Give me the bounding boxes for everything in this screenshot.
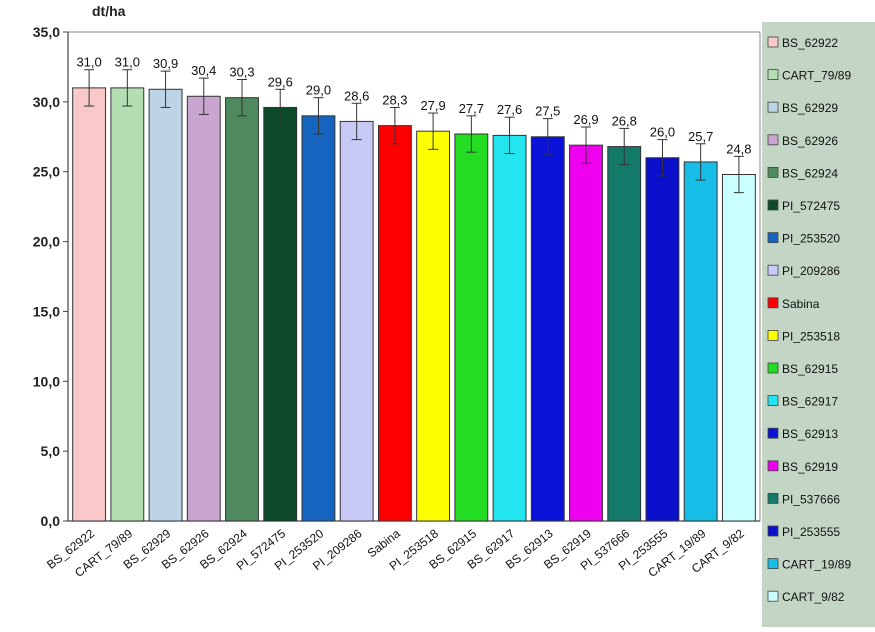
legend-swatch [767,36,779,48]
legend-swatch [767,395,779,407]
y-axis-title: dt/ha [92,3,126,19]
bar-BS_62919 [569,144,603,522]
y-tick-label: 10,0 [33,373,60,389]
legend-swatch [767,166,779,178]
legend-swatch [767,492,779,504]
legend-item-label: BS_62919 [782,460,838,474]
legend-item-label: PI_209286 [782,264,840,278]
value-label: 29,6 [268,74,293,89]
value-label: 31,0 [76,55,101,70]
legend-swatch [767,199,779,211]
bar-CART_9/82 [721,174,756,522]
legend-swatch [767,558,779,569]
bar-PI_537666 [607,146,642,522]
legend-swatch [767,590,779,602]
y-tick-label: 25,0 [33,164,60,180]
legend-panel [762,22,875,627]
bar-BS_62915 [454,133,489,522]
bar-PI_253520 [301,115,336,522]
value-label: 26,8 [612,113,637,128]
y-tick-label: 30,0 [33,94,60,110]
legend-item-label: BS_62913 [782,427,838,441]
legend-item-label: PI_253518 [782,329,840,343]
y-tick-label: 0,0 [41,513,61,529]
value-label: 26,9 [573,112,598,127]
legend-swatch [767,427,779,439]
legend-swatch [767,460,779,472]
bar-BS_62926 [186,95,221,522]
value-label: 28,6 [344,88,369,103]
value-label: 29,0 [306,83,331,98]
legend-swatch [767,362,779,374]
value-label: 27,6 [497,102,522,117]
bar-BS_62929 [148,88,183,522]
value-label: 30,4 [191,63,216,78]
bar-PI_253555 [645,157,680,522]
value-label: 25,7 [688,129,713,144]
legend-swatch [767,232,779,244]
bar-PI_209286 [339,120,374,522]
legend-item-label: BS_62922 [782,36,838,50]
value-label: 28,3 [382,92,407,107]
value-label: 27,5 [535,104,560,119]
value-label: 31,0 [115,55,140,70]
legend-swatch [767,134,779,146]
legend-item-label: CART_79/89 [782,69,851,83]
bar-Sabina [377,125,412,522]
legend-item-label: PI_253520 [782,232,840,246]
legend-item-label: PI_537666 [782,492,840,506]
legend-swatch [767,297,779,309]
legend-item-label: PI_253555 [782,525,840,539]
bar-BS_62917 [492,134,527,522]
legend-item-label: BS_62924 [782,166,838,180]
legend-swatch [767,264,779,276]
legend-item-label: BS_62917 [782,395,838,409]
value-label: 27,9 [420,98,445,113]
value-label: 27,7 [459,101,484,116]
bar-BS_62913 [530,136,565,522]
legend-swatch [767,69,779,80]
bar-CART_79/89 [110,87,145,522]
legend-item-label: CART_9/82 [782,590,845,604]
legend-swatch [767,101,779,113]
value-label: 30,9 [153,56,178,71]
y-tick-label: 20,0 [33,234,60,250]
legend-swatch [767,329,779,341]
legend-item-label: PI_572475 [782,199,840,213]
plot-frame [67,31,761,522]
y-tick-label: 5,0 [41,443,61,459]
legend-item-label: Sabina [782,297,820,311]
legend-item-label: BS_62926 [782,134,838,148]
y-tick-label: 35,0 [33,24,60,40]
legend-item-label: CART_19/89 [782,558,851,572]
legend-swatch [767,525,779,537]
legend-item-label: BS_62929 [782,101,838,115]
bar-PI_572475 [263,106,298,522]
value-label: 24,8 [726,141,751,156]
legend-item-label: BS_62915 [782,362,838,376]
y-tick-label: 15,0 [33,303,60,319]
bar-BS_62924 [225,97,259,522]
bar-PI_253518 [416,130,451,522]
value-label: 26,0 [650,125,675,140]
value-label: 30,3 [229,65,254,80]
bar-BS_62922 [72,87,107,522]
bar-CART_19/89 [683,161,718,522]
